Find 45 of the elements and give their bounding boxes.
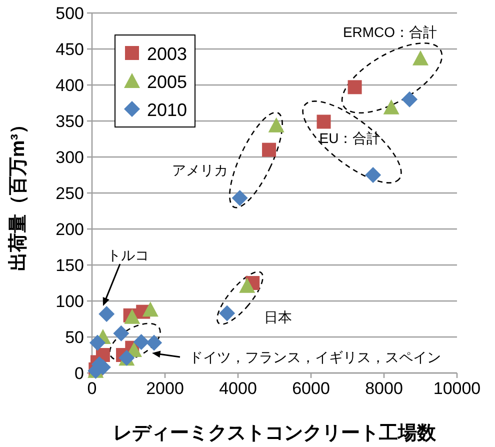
point <box>146 334 162 351</box>
y-tick-label: 450 <box>56 40 84 59</box>
point <box>142 302 158 317</box>
y-tick-label: 150 <box>56 256 84 275</box>
x-axis-title: レディーミクストコンクリート工場数 <box>113 423 437 444</box>
point <box>239 278 256 293</box>
point <box>89 334 106 351</box>
point <box>412 50 428 66</box>
x-tick-label: 4000 <box>219 379 257 398</box>
annotation: トルコ <box>107 247 149 263</box>
point <box>268 117 284 132</box>
x-tick-label: 2000 <box>146 379 184 398</box>
y-tick-label: 500 <box>56 4 84 23</box>
y-tick-label: 0 <box>74 364 84 383</box>
y-tick-label: 250 <box>56 184 84 203</box>
annotation: ERMCO：合計 <box>342 24 438 40</box>
legend-label: 2003 <box>147 44 188 64</box>
annotation: ドイツ，フランス，イギリス，スペイン <box>189 349 441 365</box>
point <box>219 305 236 322</box>
annotation: 日本 <box>264 309 292 325</box>
y-tick-label: 100 <box>56 292 84 311</box>
point <box>365 167 382 183</box>
y-tick-label: 350 <box>56 112 84 131</box>
y-axis-title: 出荷量（百万m³） <box>7 114 29 272</box>
x-tick-label: 8000 <box>365 379 403 398</box>
x-tick-label: 0 <box>87 379 97 398</box>
point <box>348 80 362 94</box>
point <box>262 142 276 157</box>
annotation: アメリカ <box>172 162 228 178</box>
point <box>383 99 400 114</box>
y-tick-label: 200 <box>56 220 84 239</box>
point <box>98 306 115 322</box>
legend-label: 2005 <box>147 72 188 92</box>
point <box>113 325 130 342</box>
point <box>124 308 140 324</box>
y-tick-label: 50 <box>65 328 84 347</box>
point <box>402 91 418 108</box>
x-tick-label: 10000 <box>433 379 481 398</box>
x-tick-label: 6000 <box>292 379 330 398</box>
y-tick-label: 400 <box>56 76 84 95</box>
y-tick-label: 300 <box>56 148 84 167</box>
point <box>316 114 331 129</box>
legend-label: 2010 <box>147 100 188 120</box>
annotation: EU：合計 <box>319 130 381 146</box>
point <box>232 190 248 206</box>
